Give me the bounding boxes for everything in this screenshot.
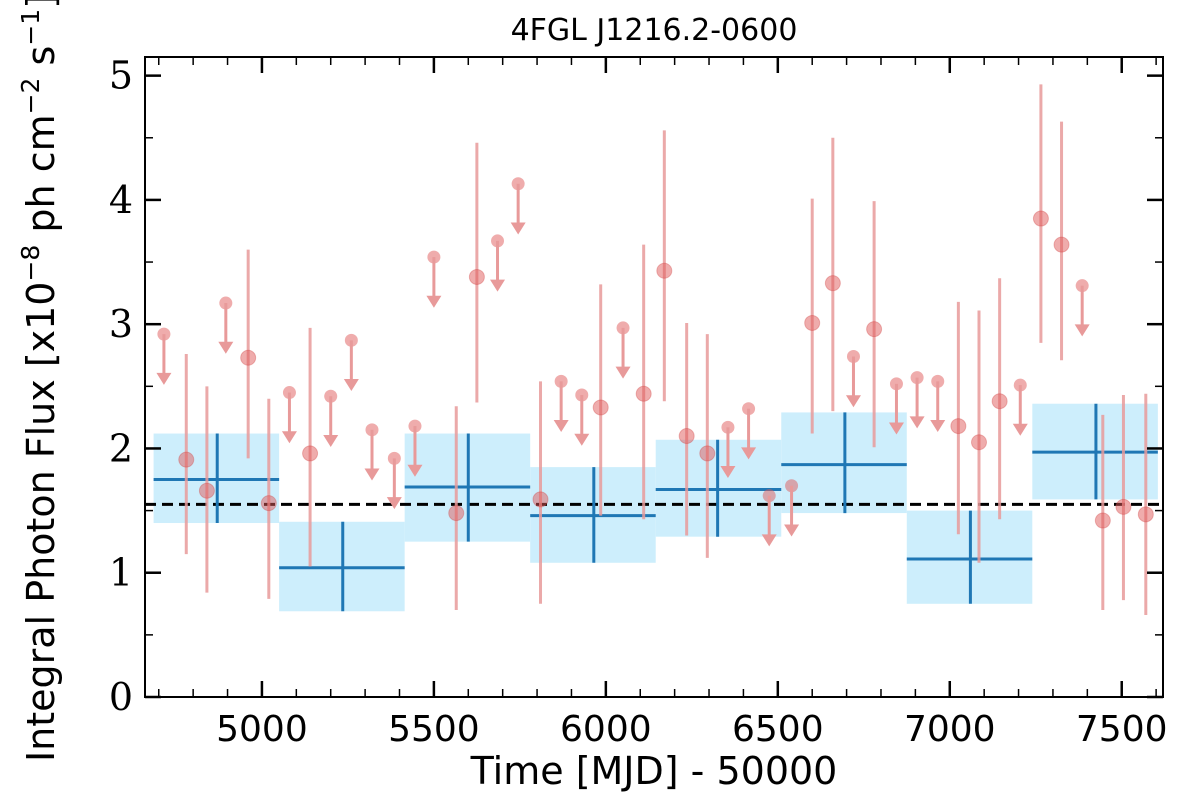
x-tick-label-1: 5500	[388, 709, 480, 750]
plot-frame	[144, 56, 1164, 698]
x-tick-label-3: 6500	[732, 709, 824, 750]
upper-limit-arrow-18	[845, 395, 861, 408]
upper-limit-arrow-13	[615, 366, 631, 379]
flux-point-10	[656, 262, 673, 279]
upper-limit-arrow-21	[930, 420, 946, 433]
flux-point-5	[448, 505, 465, 522]
flux-point-4	[302, 445, 319, 462]
upper-limit-arrow-20	[909, 416, 925, 429]
flux-point-3	[260, 495, 277, 512]
upper-limit-arrow-14	[720, 466, 736, 479]
upper-limit-arrow-16	[761, 534, 777, 547]
upper-limit-arrow-3	[323, 434, 339, 447]
upper-limit-arrow-10	[510, 222, 526, 235]
upper-limit-arrow-0	[156, 372, 172, 385]
flux-point-17	[971, 434, 988, 451]
upper-limit-arrow-15	[741, 447, 757, 460]
y-tick-label-3: 3	[109, 302, 133, 346]
y-tick-label-4: 4	[109, 178, 133, 222]
upper-limit-arrow-4	[343, 379, 359, 392]
upper-limit-arrow-7	[407, 464, 423, 477]
flux-point-0	[178, 451, 195, 468]
y-axis-label-exp1: −8	[16, 245, 45, 282]
upper-limit-arrow-17	[784, 524, 800, 537]
y-tick-label-1: 1	[109, 551, 133, 595]
x-tick-label-2: 6000	[560, 709, 652, 750]
x-tick-label-5: 7500	[1076, 709, 1168, 750]
y-axis-label-exp3: −1	[16, 9, 45, 46]
upper-limit-arrow-22	[1012, 423, 1028, 436]
flux-point-13	[804, 314, 821, 331]
flux-point-14	[824, 275, 841, 292]
flux-point-15	[866, 321, 883, 338]
plot-area: 5000 5500 6000 6500 7000 7500 0 1 2 3 4 5	[109, 54, 1168, 750]
upper-limit-arrow-6	[386, 497, 402, 510]
y-axis-label-mid: ph cm	[19, 114, 63, 244]
flux-point-22	[1115, 498, 1132, 515]
flux-point-19	[1032, 210, 1049, 227]
flux-point-21	[1094, 512, 1111, 529]
upper-limit-arrow-9	[490, 279, 506, 292]
y-axis-label-prefix: Integral Photon Flux [x10	[19, 282, 63, 763]
flux-point-7	[532, 491, 549, 508]
upper-limit-arrow-2	[281, 431, 297, 444]
upper-limit-arrow-1	[218, 341, 234, 354]
flux-point-16	[950, 418, 967, 435]
upper-limit-arrow-12	[574, 433, 590, 446]
flux-point-18	[991, 393, 1008, 410]
flux-point-20	[1053, 236, 1070, 253]
flux-point-6	[468, 268, 485, 285]
flux-point-23	[1137, 506, 1154, 523]
flux-point-12	[699, 445, 716, 462]
y-axis-label: Integral Photon Flux [x10−8 ph cm−2 s−1]	[16, 0, 63, 762]
flux-point-8	[592, 399, 609, 416]
upper-limit-arrow-23	[1074, 324, 1090, 337]
y-tick-label-5: 5	[109, 54, 133, 98]
upper-limit-arrow-11	[553, 420, 569, 433]
y-axis-label-exp2: −2	[16, 78, 45, 115]
flux-point-1	[198, 482, 215, 499]
x-axis-label: Time [MJD] - 50000	[470, 749, 838, 793]
chart-title: 4FGL J1216.2-0600	[511, 13, 798, 48]
flux-point-2	[240, 349, 257, 366]
y-tick-label-0: 0	[109, 675, 133, 719]
upper-limit-arrow-19	[888, 422, 904, 435]
flux-point-11	[678, 428, 695, 445]
y-axis-label-mid2: s	[19, 46, 63, 78]
x-tick-label-4: 7000	[904, 709, 996, 750]
y-tick-label-2: 2	[109, 426, 133, 470]
upper-limit-arrow-5	[364, 468, 380, 481]
x-tick-label-0: 5000	[216, 709, 308, 750]
flux-point-9	[635, 385, 652, 402]
y-axis-label-suffix: ]	[19, 0, 63, 9]
upper-limit-arrow-8	[426, 295, 442, 308]
